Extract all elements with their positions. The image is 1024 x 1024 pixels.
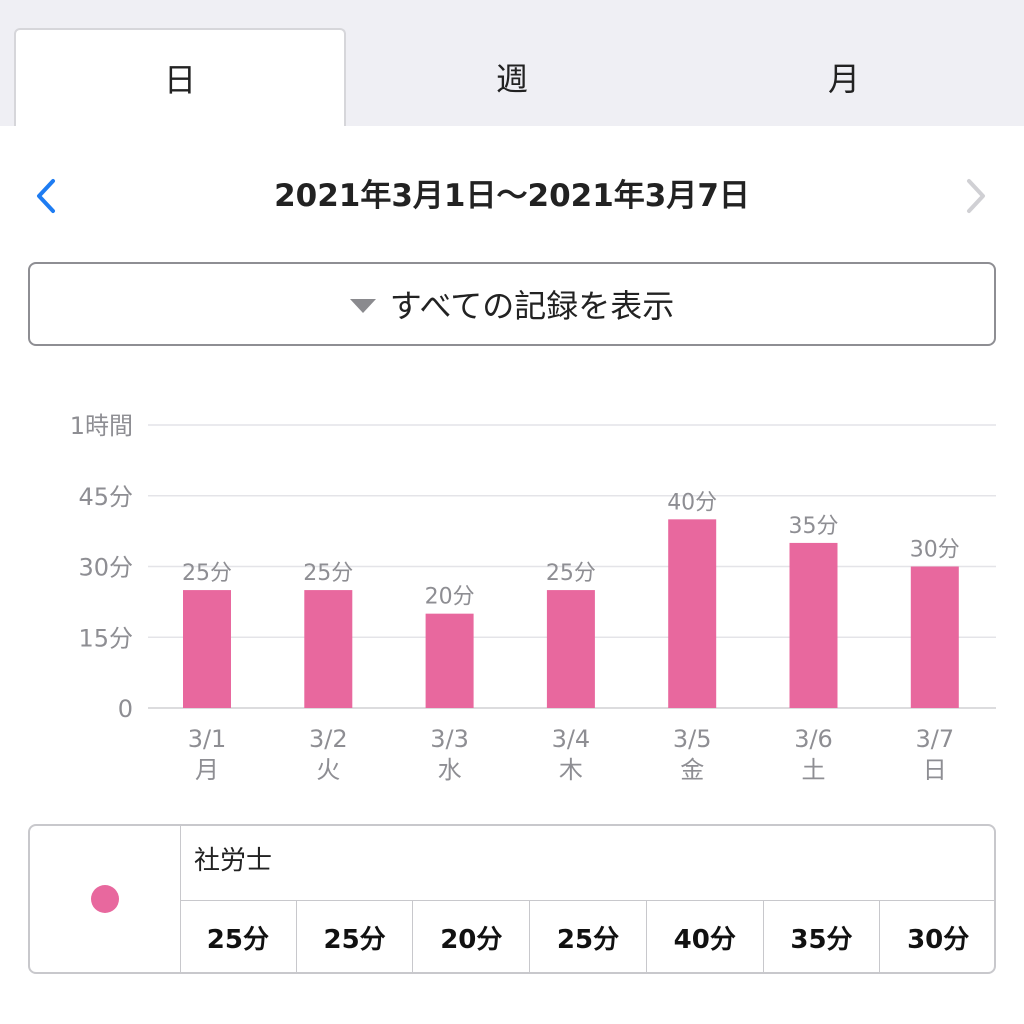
date-range-label: 2021年3月1日〜2021年3月7日 [274, 178, 750, 214]
period-tab-bar: 日 週 月 [0, 0, 1024, 126]
prev-week-button[interactable] [28, 178, 64, 214]
x-tick-label: 3/3 [430, 725, 469, 753]
triangle-down-icon [349, 299, 376, 313]
x-weekday-label: 日 [923, 756, 947, 784]
x-tick-label: 3/2 [309, 725, 348, 753]
x-weekday-label: 月 [195, 756, 219, 784]
bar [304, 590, 353, 708]
bar [425, 613, 474, 708]
y-tick-label: 15分 [78, 624, 133, 652]
bar-data-label: 25分 [182, 561, 232, 586]
legend-value: 35分 [764, 901, 881, 972]
legend-values-row: 25分 25分 20分 25分 40分 35分 30分 [180, 900, 994, 972]
x-weekday-label: 土 [802, 756, 826, 784]
legend-value: 25分 [297, 901, 414, 972]
bar [183, 590, 231, 708]
series-color-dot [91, 885, 119, 913]
chevron-right-icon [967, 179, 985, 213]
legend-value: 25分 [180, 901, 297, 972]
bar [910, 566, 959, 708]
x-tick-label: 3/6 [794, 725, 833, 753]
bar-data-label: 35分 [789, 514, 839, 539]
y-tick-label: 1時間 [70, 412, 133, 440]
x-tick-label: 3/5 [673, 725, 712, 753]
series-name: 社労士 [194, 846, 273, 876]
legend-table: 社労士 25分 25分 20分 25分 40分 35分 30分 [28, 824, 996, 974]
bar-data-label: 20分 [425, 585, 475, 610]
y-tick-label: 0 [118, 695, 133, 723]
x-weekday-label: 火 [316, 756, 340, 784]
y-tick-label: 45分 [78, 483, 133, 511]
bar-data-label: 25分 [546, 561, 596, 586]
y-tick-label: 30分 [78, 554, 133, 582]
legend-value: 40分 [647, 901, 764, 972]
show-all-records-dropdown[interactable]: すべての記録を表示 [28, 262, 996, 346]
legend-value: 30分 [907, 924, 970, 955]
tab-week[interactable]: 週 [495, 60, 528, 98]
bar-data-label: 40分 [667, 490, 717, 515]
tab-day[interactable]: 日 [14, 28, 346, 126]
bar [546, 590, 595, 708]
bar [789, 542, 838, 708]
bar [668, 519, 717, 708]
tab-month[interactable]: 月 [827, 60, 860, 98]
legend-value: 25分 [530, 901, 647, 972]
x-weekday-label: 水 [438, 756, 462, 784]
legend-color-cell [30, 826, 181, 972]
legend-value: 20分 [413, 901, 531, 972]
bar-data-label: 30分 [910, 538, 960, 563]
x-weekday-label: 木 [559, 756, 583, 784]
x-tick-label: 3/1 [188, 725, 227, 753]
chevron-left-icon [37, 179, 55, 213]
x-weekday-label: 金 [680, 756, 704, 784]
filter-label: すべての記録を表示 [389, 287, 675, 325]
x-tick-label: 3/4 [552, 725, 591, 753]
next-week-button[interactable] [958, 178, 994, 214]
bar-data-label: 25分 [303, 561, 353, 586]
x-tick-label: 3/7 [915, 725, 954, 753]
daily-study-time-chart: 0 15分 30分 45分 1時間 25分 3/1 月 25分 3/2 火 20分 3/3 水 25分 3/4… [70, 412, 996, 784]
